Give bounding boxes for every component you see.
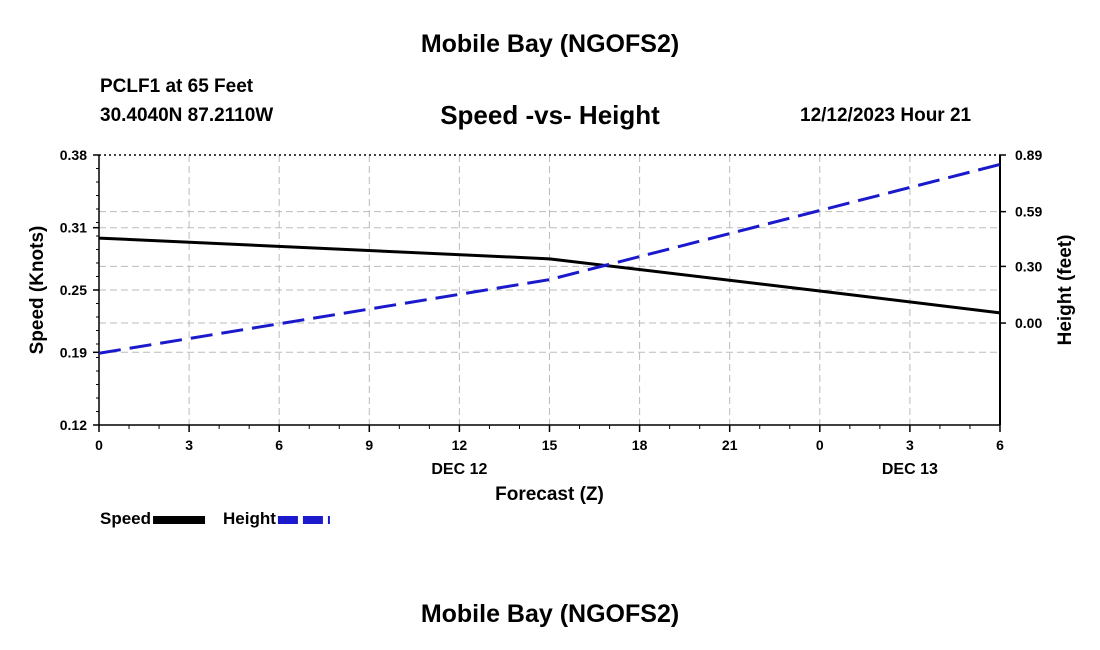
y-right-tick-label: 0.59 bbox=[1015, 204, 1042, 220]
date-label: DEC 13 bbox=[882, 461, 938, 478]
x-tick-label: 0 bbox=[816, 437, 824, 453]
x-tick-label: 15 bbox=[542, 437, 558, 453]
forecast-timestamp: 12/12/2023 Hour 21 bbox=[800, 105, 972, 126]
chart-title: Mobile Bay (NGOFS2) bbox=[420, 30, 680, 58]
y-left-tick-label: 0.19 bbox=[60, 344, 87, 360]
x-tick-label: 12 bbox=[452, 437, 468, 453]
station-label: PCLF1 at 65 Feet bbox=[100, 76, 254, 97]
x-tick-label: 3 bbox=[185, 437, 193, 453]
x-tick-label: 6 bbox=[275, 437, 283, 453]
x-tick-label: 18 bbox=[632, 437, 648, 453]
y-left-tick-label: 0.38 bbox=[60, 147, 87, 163]
legend-label-height: Height bbox=[223, 509, 276, 528]
y-right-tick-label: 0.00 bbox=[1015, 315, 1042, 331]
chart-subtitle: Speed -vs- Height bbox=[440, 100, 660, 130]
y-right-tick-label: 0.89 bbox=[1015, 147, 1042, 163]
x-tick-label: 21 bbox=[722, 437, 738, 453]
legend-label-speed: Speed bbox=[100, 509, 151, 528]
second-chart-title: Mobile Bay (NGOFS2) bbox=[420, 600, 680, 628]
station-coordinates: 30.4040N 87.2110W bbox=[100, 105, 274, 126]
y-left-tick-label: 0.12 bbox=[60, 417, 87, 433]
x-tick-label: 3 bbox=[906, 437, 914, 453]
date-label: DEC 12 bbox=[431, 461, 487, 478]
x-tick-label: 9 bbox=[365, 437, 373, 453]
y-right-axis-title: Height (feet) bbox=[1055, 235, 1076, 346]
y-left-tick-label: 0.25 bbox=[60, 282, 87, 298]
x-axis-title: Forecast (Z) bbox=[495, 484, 604, 505]
y-left-axis-title: Speed (Knots) bbox=[27, 226, 48, 355]
series-line-speed bbox=[98, 236, 1001, 315]
x-tick-label: 0 bbox=[95, 437, 103, 453]
y-right-tick-label: 0.30 bbox=[1015, 258, 1042, 274]
y-left-tick-label: 0.31 bbox=[60, 220, 87, 236]
x-tick-label: 6 bbox=[996, 437, 1004, 453]
